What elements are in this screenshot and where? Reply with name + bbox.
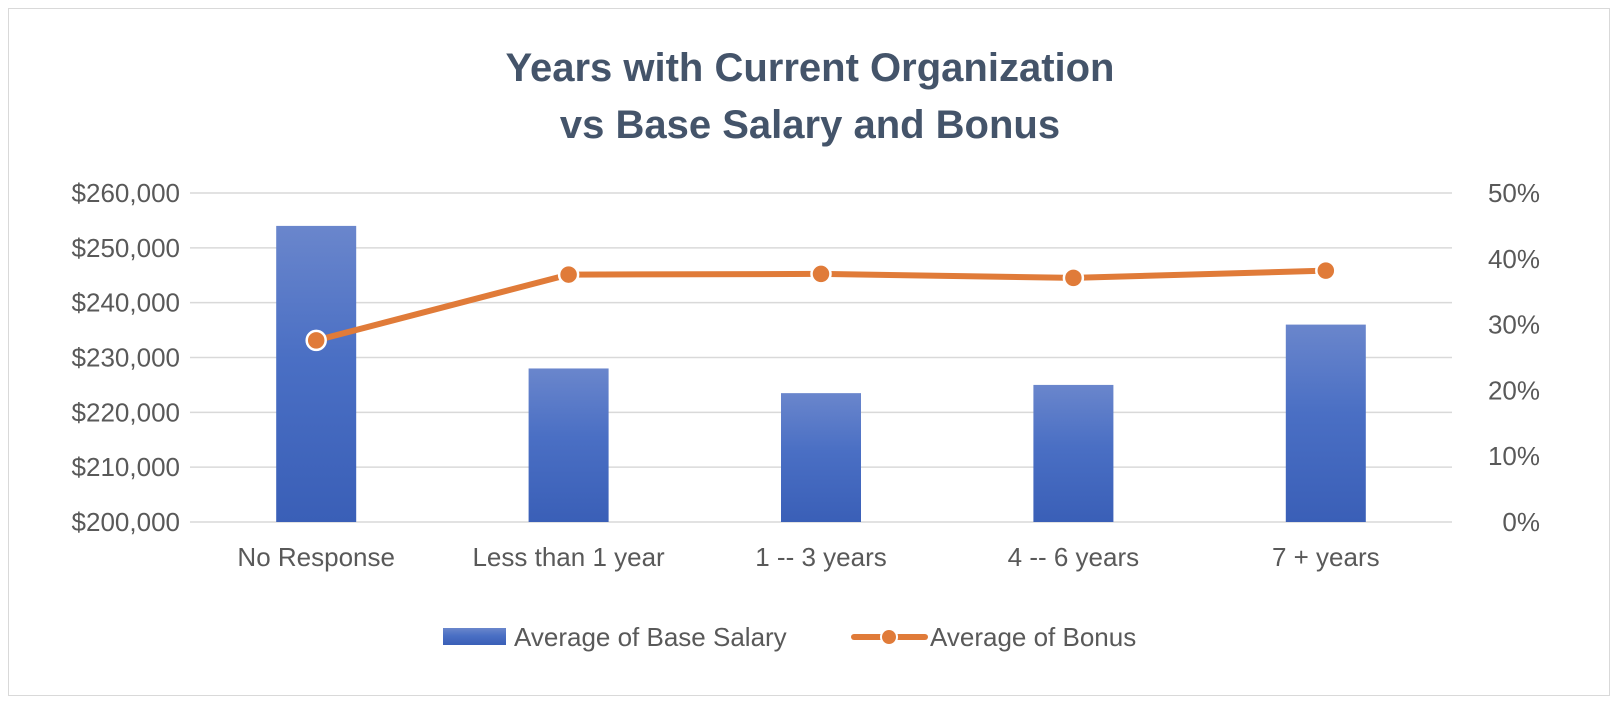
gridlines [190, 192, 1452, 523]
x-axis-tick-label: 1 -- 3 years [755, 542, 887, 572]
legend-label-base-salary: Average of Base Salary [514, 622, 787, 652]
left-axis-labels: $200,000 $210,000 $220,000 $230,000 $240,000… [72, 178, 180, 537]
left-axis-tick-label: $230,000 [72, 343, 180, 373]
bonus-point [305, 329, 327, 352]
x-axis-tick-label: No Response [237, 542, 395, 572]
salary-bar [781, 393, 861, 522]
chart-title-line-1: Years with Current Organization [505, 46, 1114, 90]
right-axis-tick-label: 10% [1488, 441, 1540, 471]
legend-label-bonus: Average of Bonus [930, 622, 1136, 652]
x-axis-labels: No Response Less than 1 year 1 -- 3 years 4… [237, 542, 1379, 572]
chart-title-line-2: vs Base Salary and Bonus [560, 103, 1060, 147]
salary-bar [528, 368, 609, 522]
right-axis-tick-label: 50% [1488, 178, 1540, 208]
x-axis-tick-label: Less than 1 year [472, 542, 665, 572]
bonus-point [810, 263, 832, 285]
legend-line-marker [880, 628, 898, 646]
left-axis-tick-label: $200,000 [72, 507, 180, 537]
salary-bar [1033, 384, 1114, 522]
x-axis-tick-label: 4 -- 6 years [1008, 542, 1140, 572]
right-axis-tick-label: 30% [1488, 310, 1540, 340]
salary-bar [1285, 324, 1366, 522]
left-axis-tick-label: $250,000 [72, 233, 180, 263]
legend: Average of Base Salary Average of Bonus [443, 622, 1136, 652]
legend-bar-swatch [443, 628, 506, 645]
x-axis-tick-label: 7 + years [1272, 542, 1380, 572]
bonus-point [1062, 267, 1085, 289]
left-axis-tick-label: $210,000 [72, 452, 180, 482]
bonus-point [557, 263, 580, 286]
bonus-line [305, 259, 1337, 352]
legend-item-base-salary: Average of Base Salary [443, 622, 787, 652]
legend-item-bonus: Average of Bonus [851, 622, 1136, 652]
right-axis-tick-label: 0% [1502, 507, 1540, 537]
right-axis-tick-label: 20% [1488, 375, 1540, 405]
left-axis-tick-label: $260,000 [72, 178, 180, 208]
salary-bar [276, 225, 357, 522]
right-axis-labels: 0% 10% 20% 30% 40% 50% [1488, 178, 1540, 537]
left-axis-tick-label: $220,000 [72, 397, 180, 427]
left-axis-tick-label: $240,000 [72, 288, 180, 318]
salary-bars [276, 225, 1366, 522]
right-axis-tick-label: 40% [1488, 244, 1540, 274]
bonus-point [1315, 259, 1337, 282]
